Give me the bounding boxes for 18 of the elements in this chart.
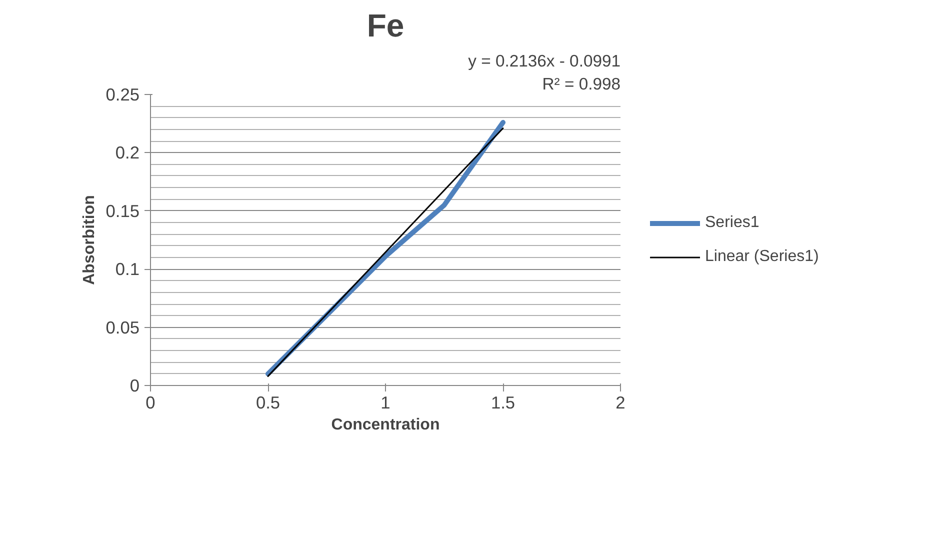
y-tick-label: 0.25 [106,84,140,104]
y-tick-label: 0.15 [106,200,140,221]
x-axis-title: Concentration [331,416,440,434]
legend-label: Linear (Series1) [705,248,819,266]
x-tick-label: 1.5 [490,392,516,412]
y-tick-label: 0.1 [115,259,140,280]
text: R² = 0.998 [542,74,621,94]
y-tick-label: 0 [130,376,140,396]
text: y = 0.2136x - 0.0991 [468,52,621,70]
chart-title: Fe [366,8,404,44]
x-tick-label: 0 [146,392,156,412]
legend-label: Series1 [705,214,760,232]
y-axis-title: Absorbition [80,195,98,285]
x-tick-label: 1 [380,392,390,412]
y-tick-label: 0.05 [106,317,140,338]
x-tick-label: 0.5 [256,392,280,412]
x-tick-label: 2 [616,392,626,412]
y-tick-label: 0.2 [115,142,140,163]
